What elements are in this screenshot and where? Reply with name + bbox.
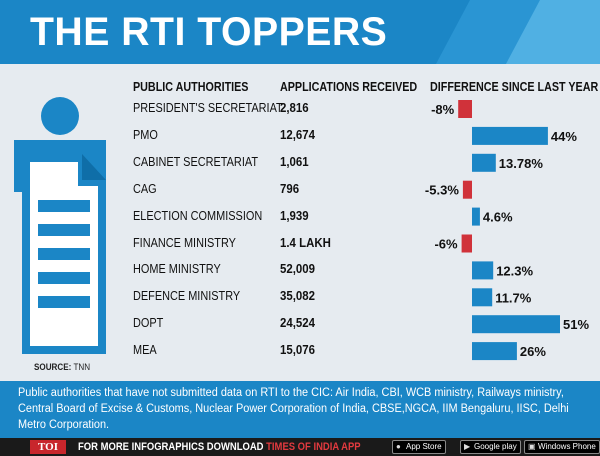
- difference-bar: [472, 342, 517, 361]
- difference-bar: [462, 180, 472, 199]
- source-label: SOURCE:: [34, 362, 72, 372]
- document-person-icon: [14, 97, 106, 354]
- document-line: [38, 272, 90, 284]
- difference-label: 4.6%: [483, 210, 513, 225]
- applications-count: 796: [280, 180, 300, 196]
- difference-bar: [472, 207, 480, 226]
- authority-name: DEFENCE MINISTRY: [133, 288, 241, 304]
- play-icon: ▶: [464, 442, 471, 451]
- difference-label: 51%: [563, 317, 589, 332]
- difference-label: 12.3%: [496, 263, 533, 278]
- app-store-badge[interactable]: ● App Store: [392, 440, 446, 454]
- document-fold: [82, 154, 106, 180]
- column-header-authority: PUBLIC AUTHORITIES: [133, 80, 249, 94]
- applications-count: 1,061: [280, 153, 309, 169]
- document-line: [38, 248, 90, 260]
- difference-label: 11.7%: [495, 290, 532, 305]
- apple-icon: ●: [396, 442, 401, 451]
- applications-count: 24,524: [280, 315, 315, 331]
- footer-bar: TOI FOR MORE INFOGRAPHICS DOWNLOAD TIMES…: [0, 438, 600, 456]
- google-play-badge[interactable]: ▶ Google play: [460, 440, 521, 454]
- difference-label: 13.78%: [499, 156, 544, 171]
- footer-promo-text: FOR MORE INFOGRAPHICS DOWNLOAD: [78, 441, 267, 453]
- source-credit: SOURCE: TNN: [34, 362, 90, 372]
- title-banner: THE RTI TOPPERS: [0, 0, 600, 64]
- difference-bar: [472, 315, 560, 334]
- person-head-shape: [41, 97, 79, 135]
- authority-name: CABINET SECRETARIAT: [133, 153, 259, 169]
- difference-label: -6%: [434, 237, 458, 252]
- applications-count: 52,009: [280, 261, 315, 277]
- footnote-text: Public authorities that have not submitt…: [18, 387, 569, 431]
- column-header-difference: DIFFERENCE SINCE LAST YEAR: [430, 80, 599, 94]
- authority-name: PMO: [133, 126, 158, 142]
- document-line: [38, 296, 90, 308]
- footer-app-name[interactable]: TIMES OF INDIA APP: [266, 441, 361, 453]
- toi-logo[interactable]: TOI: [30, 440, 66, 454]
- footnote-panel: Public authorities that have not submitt…: [0, 381, 600, 438]
- applications-count: 1,939: [280, 207, 309, 223]
- page-title: THE RTI TOPPERS: [30, 10, 388, 54]
- applications-count: 35,082: [280, 288, 315, 304]
- google-play-label: Google play: [474, 442, 517, 451]
- authority-name: CAG: [133, 180, 157, 196]
- authority-name: PRESIDENT'S SECRETARIAT: [133, 100, 283, 115]
- authority-name: FINANCE MINISTRY: [133, 234, 236, 250]
- document-line: [38, 200, 90, 212]
- authority-name: DOPT: [133, 315, 164, 331]
- difference-label: 44%: [551, 129, 577, 144]
- difference-label: -5.3%: [425, 183, 459, 198]
- document-line: [38, 224, 90, 236]
- difference-bar: [472, 261, 494, 280]
- difference-bar: [472, 288, 493, 307]
- difference-bar: [472, 126, 548, 145]
- authority-name: HOME MINISTRY: [133, 261, 221, 277]
- difference-label: 26%: [520, 344, 546, 359]
- windows-phone-badge[interactable]: ▣ Windows Phone: [524, 440, 600, 454]
- applications-count: 15,076: [280, 342, 315, 358]
- difference-bar: [461, 234, 472, 253]
- authority-name: MEA: [133, 342, 157, 358]
- applications-count: 12,674: [280, 126, 315, 142]
- authority-name: ELECTION COMMISSION: [133, 207, 263, 223]
- column-header-applications: APPLICATIONS RECEIVED: [280, 80, 418, 94]
- difference-label: -8%: [431, 102, 455, 117]
- windows-icon: ▣: [528, 442, 536, 451]
- difference-bar: [472, 153, 496, 172]
- applications-count: 2,816: [280, 100, 309, 115]
- source-value: TNN: [73, 362, 91, 372]
- footer-promo: FOR MORE INFOGRAPHICS DOWNLOAD TIMES OF …: [78, 440, 361, 454]
- windows-phone-label: Windows Phone: [538, 442, 596, 451]
- difference-bar: [458, 100, 472, 118]
- app-store-label: App Store: [406, 442, 442, 451]
- applications-count: 1.4 LAKH: [280, 234, 331, 250]
